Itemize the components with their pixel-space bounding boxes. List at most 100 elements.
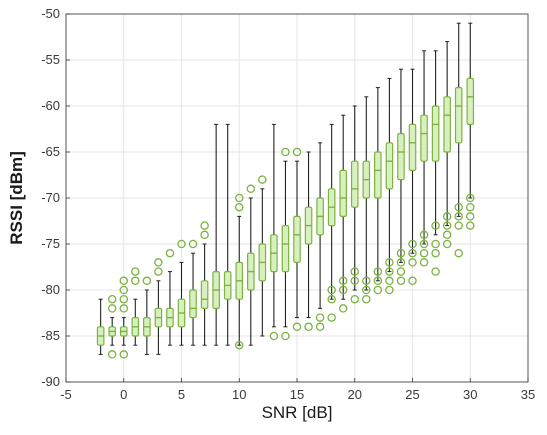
outlier-point <box>142 276 152 286</box>
y-tick-label: -55 <box>41 52 60 67</box>
outlier-point <box>107 294 117 304</box>
outlier-point <box>396 267 406 276</box>
box-12 <box>258 175 267 337</box>
outlier-point <box>292 147 302 157</box>
x-tick-label: 30 <box>463 387 477 402</box>
x-tick-label: 25 <box>405 387 419 402</box>
outlier-point <box>234 340 244 350</box>
x-tick-label: 5 <box>178 387 185 402</box>
box-30 <box>465 22 475 230</box>
y-tick-label: -65 <box>41 144 60 159</box>
x-tick-label: 0 <box>120 387 127 402</box>
outlier-point <box>350 276 359 286</box>
box-25 <box>408 68 417 286</box>
box-body <box>466 77 475 126</box>
outlier-point <box>465 202 475 212</box>
outlier-point <box>154 258 163 267</box>
y-axis-title: RSSI [dBm] <box>7 151 26 245</box>
outlier-point <box>465 193 475 203</box>
box-23 <box>385 77 394 295</box>
box-26 <box>419 50 429 267</box>
x-tick-label: 15 <box>290 387 304 402</box>
y-tick-label: -50 <box>41 6 60 21</box>
x-axis-title: SNR [dB] <box>262 403 333 422</box>
box-18 <box>327 123 336 322</box>
x-tick-label: 35 <box>521 387 535 402</box>
y-tick-label: -85 <box>41 328 60 343</box>
box-0 <box>119 276 129 359</box>
box-4 <box>165 248 175 346</box>
box-5 <box>177 239 186 346</box>
box--2 <box>96 298 105 355</box>
box-14 <box>281 147 290 341</box>
outlier-point <box>408 276 417 286</box>
box-body <box>189 289 197 319</box>
x-tick-label: -5 <box>60 387 72 402</box>
outlier-point <box>281 147 290 157</box>
x-tick-label: 10 <box>232 387 246 402</box>
outlier-point <box>385 267 394 276</box>
y-tick-label: -90 <box>41 374 60 389</box>
outlier-point <box>258 175 267 184</box>
x-tick-label: 20 <box>348 387 362 402</box>
outlier-point <box>234 202 244 212</box>
box-body <box>339 169 348 217</box>
box--1 <box>107 294 117 359</box>
box-28 <box>442 41 452 249</box>
outlier-point <box>292 322 302 332</box>
box-16 <box>304 151 313 332</box>
box-29 <box>454 22 463 258</box>
outlier-point <box>431 239 440 249</box>
outlier-point <box>396 276 406 286</box>
outlier-point <box>396 258 406 267</box>
outlier-point <box>385 276 394 286</box>
box-body <box>397 133 405 181</box>
outlier-point <box>373 267 383 276</box>
box-15 <box>292 147 302 332</box>
outlier-point <box>200 221 209 230</box>
outlier-point <box>419 248 429 258</box>
y-tick-label: -80 <box>41 282 60 297</box>
outlier-point <box>373 285 383 295</box>
outlier-point <box>338 285 348 295</box>
outlier-point <box>327 294 336 304</box>
outlier-point <box>350 267 359 276</box>
outlier-point <box>119 276 129 286</box>
outlier-point <box>119 350 129 359</box>
box-27 <box>431 50 440 276</box>
outlier-point <box>419 239 429 249</box>
outlier-point <box>327 313 336 322</box>
box-10 <box>234 193 244 350</box>
outlier-point <box>442 221 452 230</box>
outlier-point <box>454 202 463 212</box>
box-7 <box>200 221 209 346</box>
outlier-point <box>131 267 140 276</box>
outlier-point <box>234 193 244 203</box>
outlier-point <box>419 230 429 240</box>
box-body <box>454 86 463 144</box>
outlier-point <box>408 248 417 258</box>
y-tick-label: -60 <box>41 98 60 113</box>
box-21 <box>362 96 371 304</box>
outlier-point <box>431 267 440 276</box>
outlier-point <box>119 285 129 295</box>
y-tick-label: -75 <box>41 236 60 251</box>
outlier-point <box>385 258 394 267</box>
outlier-point <box>119 304 129 313</box>
outlier-point <box>465 212 475 221</box>
outlier-point <box>107 304 117 313</box>
box-13 <box>269 123 279 341</box>
box-6 <box>188 239 198 346</box>
axis-ticks: -5 0 5 10 15 20 25 30 35-90-85-80-75-70-65-60-55… <box>41 6 535 402</box>
outlier-point <box>338 276 348 286</box>
box-body <box>408 123 417 172</box>
outlier-point <box>396 248 406 258</box>
box-body <box>374 151 382 199</box>
outlier-point <box>281 331 290 341</box>
outlier-point <box>431 248 440 258</box>
outlier-point <box>119 294 129 304</box>
box-body <box>200 280 209 309</box>
outlier-point <box>154 267 163 276</box>
